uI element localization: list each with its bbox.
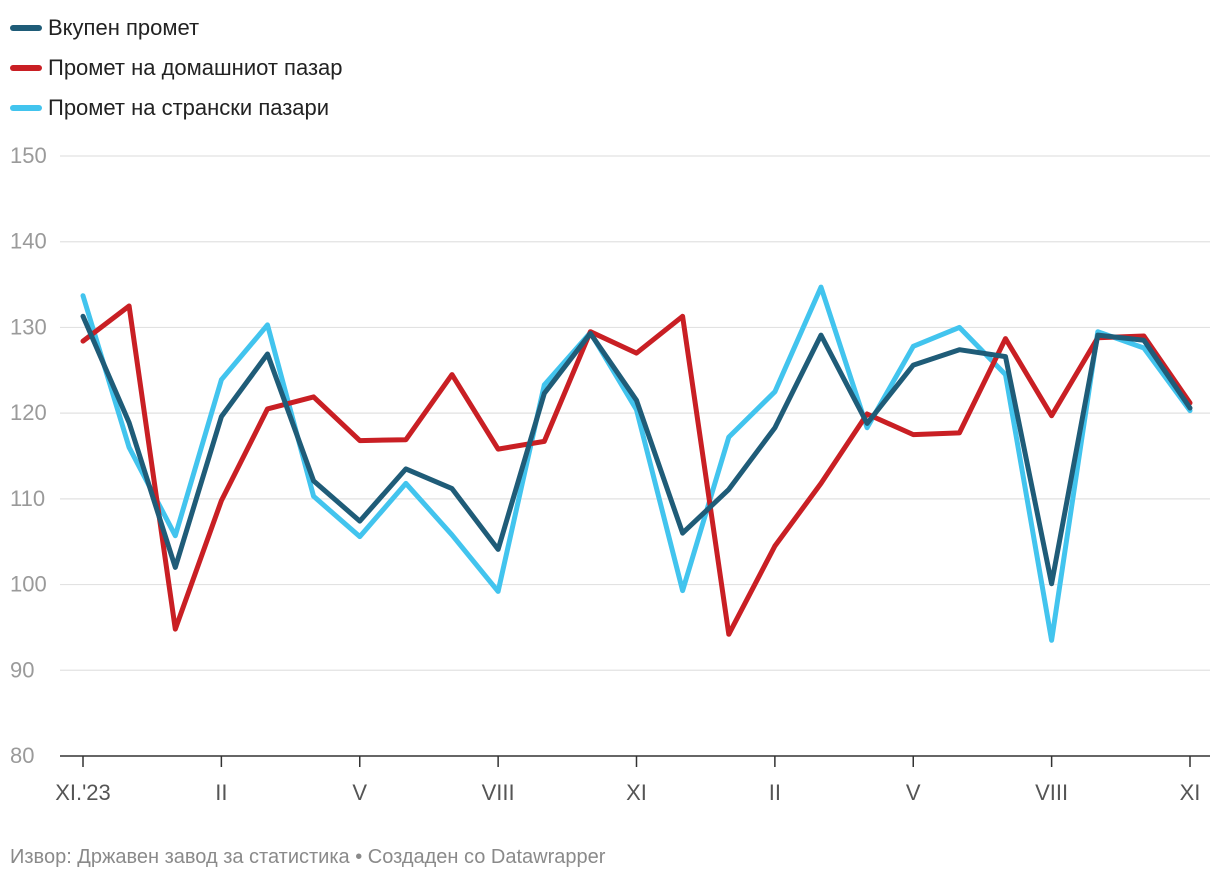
series-line-foreign <box>80 284 1193 643</box>
legend-item-foreign: Промет на странски пазари <box>10 88 343 128</box>
legend-label-total: Вкупен промет <box>48 15 200 40</box>
y-tick-label: 150 <box>10 143 47 168</box>
legend-swatch-foreign <box>10 105 42 111</box>
x-tick-label: XI.'23 <box>55 780 111 805</box>
y-tick-label: 90 <box>10 657 34 682</box>
series-lines <box>80 284 1193 643</box>
legend-swatch-domestic <box>10 65 42 71</box>
legend-item-total: Вкупен промет <box>10 8 343 48</box>
legend-item-domestic: Промет на домашниот пазар <box>10 48 343 88</box>
gridlines <box>60 155 1210 757</box>
y-axis-tick-labels: 80 90 100 110 120 130 140 150 <box>10 143 47 768</box>
y-tick-label: 140 <box>10 229 47 254</box>
legend-swatch-total <box>10 25 42 31</box>
y-tick-label: 110 <box>10 486 45 511</box>
legend-label-domestic: Промет на домашниот пазар <box>48 55 343 80</box>
y-tick-label: 80 <box>10 743 34 768</box>
y-tick-label: 100 <box>10 572 47 597</box>
legend-label-foreign: Промет на странски пазари <box>48 95 330 120</box>
x-tick-label: VIII <box>1035 780 1068 805</box>
x-tick-label: V <box>906 780 921 805</box>
source-footer: Извор: Државен завод за статистика • Соз… <box>10 846 606 868</box>
y-tick-label: 130 <box>10 314 47 339</box>
x-tick-label: XI <box>1180 780 1201 805</box>
x-tick-label: XI <box>626 780 647 805</box>
series-line-total <box>80 313 1193 587</box>
x-tick-label: II <box>769 780 781 805</box>
legend: Вкупен промет Промет на домашниот пазар … <box>10 8 343 128</box>
x-tick-label: VIII <box>482 780 515 805</box>
x-axis: XI.'23 II V VIII XI II V VIII XI <box>55 756 1200 805</box>
series-line-domestic <box>80 303 1193 637</box>
x-tick-label: V <box>352 780 367 805</box>
y-tick-label: 120 <box>10 400 47 425</box>
x-tick-label: II <box>215 780 227 805</box>
